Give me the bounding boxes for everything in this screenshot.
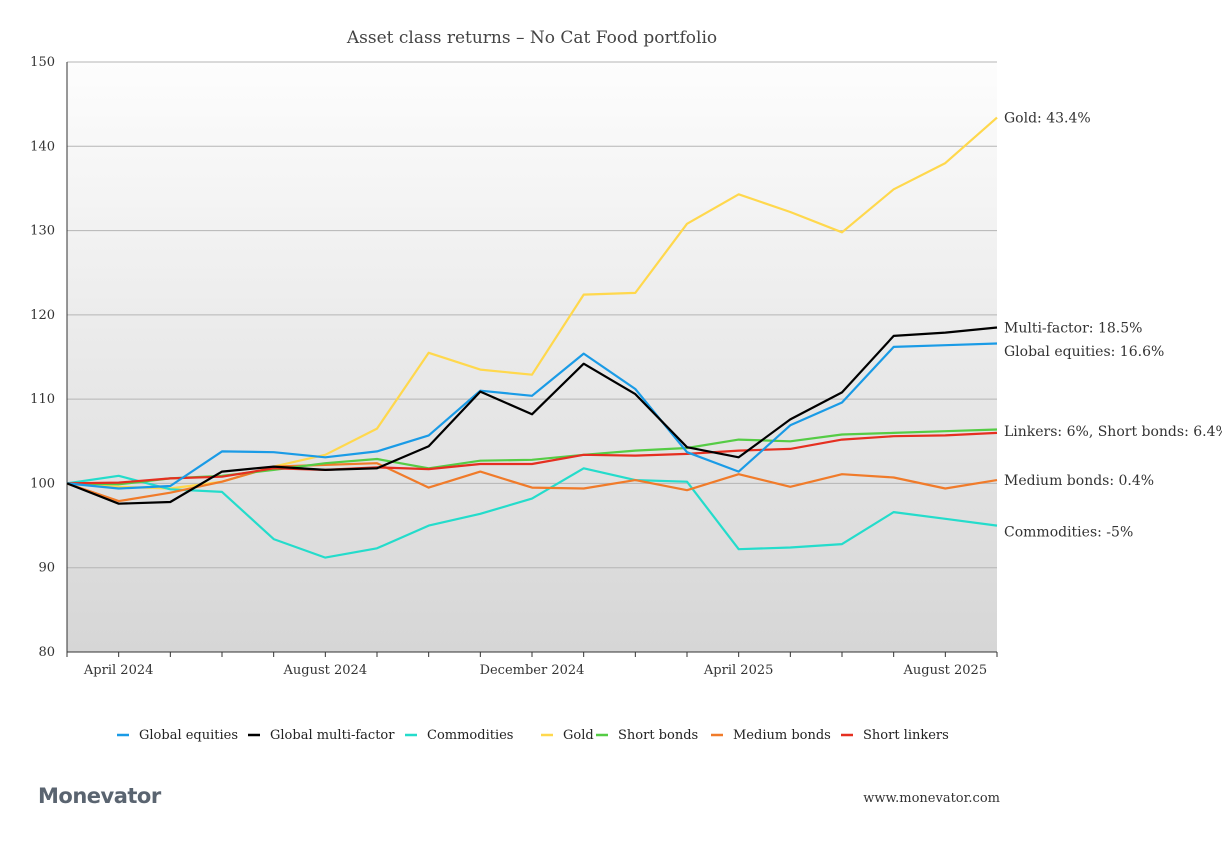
site-url: www.monevator.com xyxy=(863,791,1000,806)
legend-item: Medium bonds xyxy=(733,728,831,743)
x-tick-label: August 2024 xyxy=(283,663,368,678)
legend-item: Global multi-factor xyxy=(270,728,395,743)
y-tick-label: 130 xyxy=(30,224,55,239)
series-line-global-equities xyxy=(66,342,998,490)
series-line-global-multi-factor xyxy=(66,326,998,505)
brand-logo: Monevator xyxy=(38,784,161,808)
y-tick-label: 120 xyxy=(30,308,55,323)
y-tick-label: 110 xyxy=(30,392,55,407)
y-tick-label: 150 xyxy=(30,55,55,70)
end-label: Gold: 43.4% xyxy=(1004,111,1091,127)
x-tick-label: April 2024 xyxy=(83,663,153,678)
legend-item: Commodities xyxy=(427,728,513,743)
end-label: Global equities: 16.6% xyxy=(1004,344,1164,360)
x-tick-label: August 2025 xyxy=(903,663,988,678)
y-tick-label: 140 xyxy=(30,139,55,154)
chart-title: Asset class returns – No Cat Food portfo… xyxy=(346,28,717,48)
x-tick-label: April 2025 xyxy=(703,663,773,678)
y-tick-label: 100 xyxy=(30,476,55,491)
series-line-short-linkers xyxy=(66,431,998,485)
end-label: Linkers: 6%, Short bonds: 6.4% xyxy=(1004,424,1222,440)
legend-item: Short linkers xyxy=(863,728,949,743)
plot-background xyxy=(67,62,997,652)
plot-area: 80 90 100 110 120 130 140 150 April 2024 August 2… xyxy=(30,55,1222,743)
legend-item: Global equities xyxy=(139,728,238,743)
legend-item: Short bonds xyxy=(618,728,698,743)
end-label: Commodities: -5% xyxy=(1004,524,1133,540)
end-label: Medium bonds: 0.4% xyxy=(1004,473,1154,489)
y-tick-label: 90 xyxy=(38,561,55,576)
y-tick-label: 80 xyxy=(38,645,55,660)
end-label: Multi-factor: 18.5% xyxy=(1004,321,1142,337)
series-line-medium-bonds xyxy=(66,462,998,503)
series-line-commodities xyxy=(66,467,998,559)
x-tick-label: December 2024 xyxy=(480,663,585,678)
legend-item: Gold xyxy=(563,728,594,743)
